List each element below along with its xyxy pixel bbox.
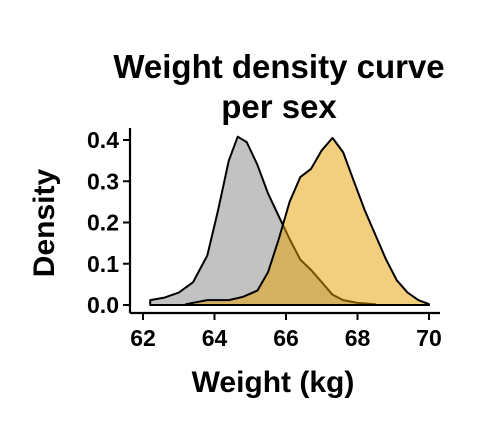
y-tick-label: 0.3 [87, 168, 119, 194]
chart-title-line-1: Weight density curve [113, 48, 444, 85]
y-tick-label: 0.0 [87, 292, 119, 318]
y-tick-label: 0.1 [87, 251, 119, 277]
x-tick-label: 66 [273, 325, 299, 351]
x-tick-label: 62 [130, 325, 156, 351]
x-tick-label: 64 [202, 325, 228, 351]
y-axis-ticks: 0.0 0.1 0.2 0.3 0.4 [87, 127, 130, 318]
x-axis-ticks: 62 64 66 68 70 [130, 313, 442, 351]
density-curves [149, 135, 430, 306]
x-tick-label: 70 [416, 325, 442, 351]
density-series-1 [184, 136, 430, 306]
x-tick-label: 68 [345, 325, 371, 351]
x-axis-title: Weight (kg) [192, 366, 355, 399]
chart-title-line-2: per sex [221, 88, 337, 125]
y-tick-label: 0.4 [87, 127, 119, 153]
y-tick-label: 0.2 [87, 210, 119, 236]
y-axis-title: Density [28, 169, 61, 278]
